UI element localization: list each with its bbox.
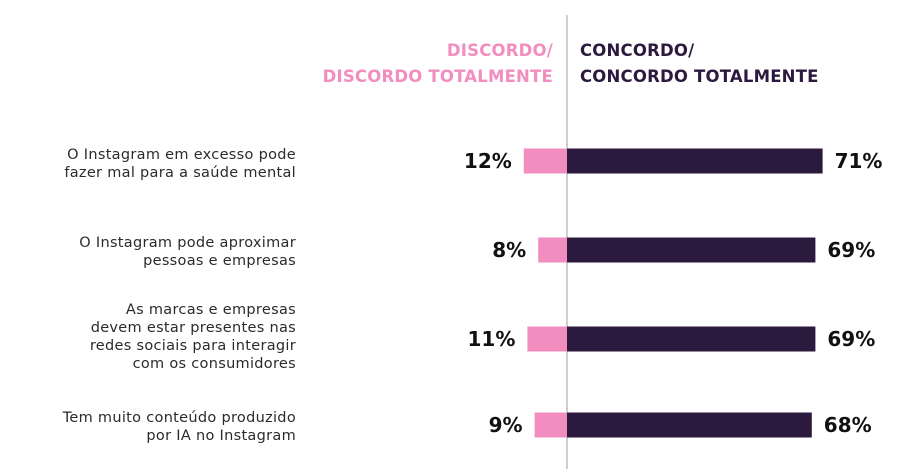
category-label-line: O Instagram em excesso pode xyxy=(67,147,296,163)
header-concordo: CONCORDO/ CONCORDO TOTALMENTE xyxy=(580,38,819,90)
bar-concordo xyxy=(567,326,816,352)
bar-concordo xyxy=(567,237,816,263)
category-label-line: pessoas e empresas xyxy=(143,253,296,269)
category-label-line: fazer mal para a saúde mental xyxy=(64,165,296,181)
data-label-discordo: 8% xyxy=(492,238,526,262)
bar-discordo xyxy=(523,148,567,174)
category-label-line: O Instagram pode aproximar xyxy=(79,235,296,251)
data-label-discordo: 9% xyxy=(489,413,523,437)
bar-concordo xyxy=(567,148,823,174)
category-label: O Instagram em excesso pode fazer mal par… xyxy=(0,146,296,182)
bar-discordo xyxy=(534,412,567,438)
header-concordo-line1: CONCORDO/ xyxy=(580,41,695,60)
header-discordo-line2: DISCORDO TOTALMENTE xyxy=(322,67,553,86)
category-label-line: com os consumidores xyxy=(132,356,296,372)
category-label: O Instagram pode aproximar pessoas e empr… xyxy=(0,234,296,270)
bar-concordo xyxy=(567,412,812,438)
data-label-concordo: 71% xyxy=(835,149,883,173)
category-label-line: por IA no Instagram xyxy=(146,428,296,444)
category-label-line: redes sociais para interagir xyxy=(89,338,296,354)
data-label-concordo: 69% xyxy=(827,238,875,262)
category-label: Tem muito conteúdo produzido por IA no In… xyxy=(0,409,296,445)
header-discordo-line1: DISCORDO/ xyxy=(446,41,553,60)
header-concordo-line2: CONCORDO TOTALMENTE xyxy=(580,67,819,86)
bar-discordo xyxy=(527,326,567,352)
data-label-concordo: 69% xyxy=(827,327,875,351)
data-label-discordo: 11% xyxy=(468,327,516,351)
bar-discordo xyxy=(538,237,567,263)
category-label-line: As marcas e empresas xyxy=(125,302,296,318)
data-label-concordo: 68% xyxy=(824,413,872,437)
category-label-line: Tem muito conteúdo produzido xyxy=(62,410,296,426)
category-label: As marcas e empresas devem estar presente… xyxy=(0,301,296,373)
data-label-discordo: 12% xyxy=(464,149,512,173)
header-discordo: DISCORDO/ DISCORDO TOTALMENTE xyxy=(323,38,553,90)
category-label-line: devem estar presentes nas xyxy=(90,320,296,336)
